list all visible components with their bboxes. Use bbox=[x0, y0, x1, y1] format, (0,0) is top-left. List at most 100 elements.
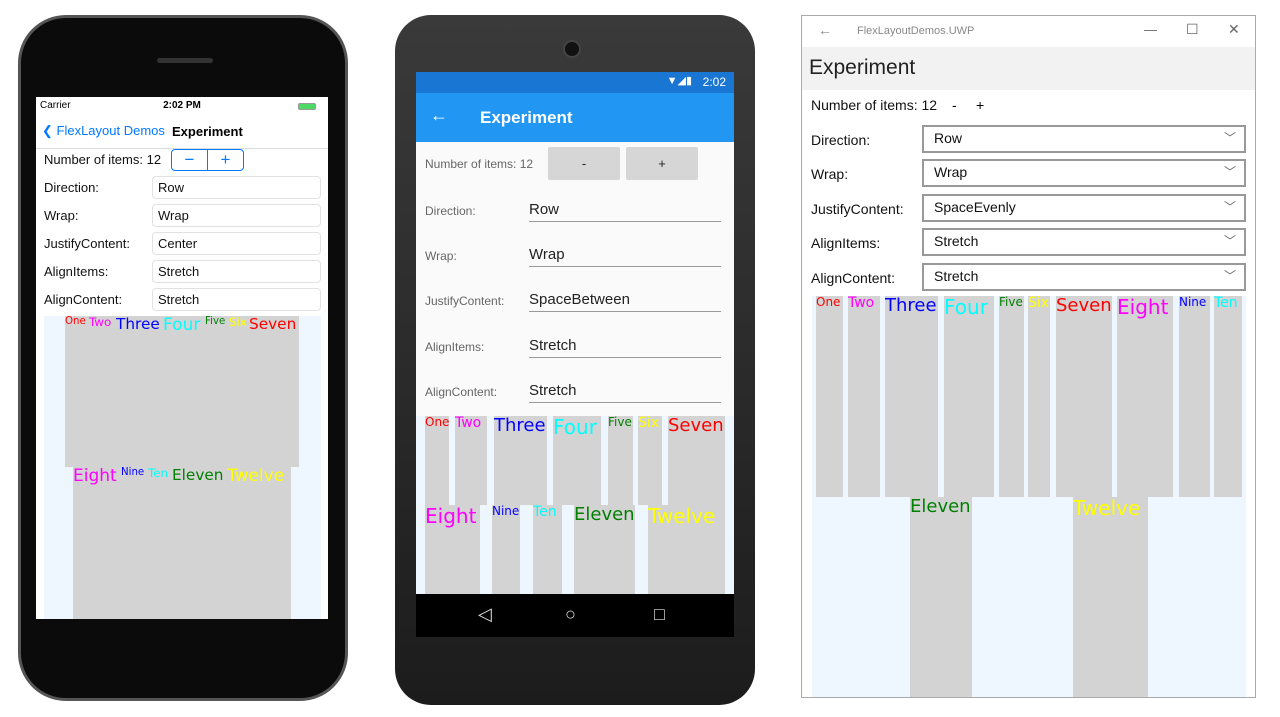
flex-item-ten: Ten bbox=[148, 467, 172, 619]
minimize-button[interactable]: — bbox=[1144, 22, 1157, 37]
close-button[interactable]: ✕ bbox=[1228, 21, 1240, 37]
page-title: Experiment bbox=[809, 56, 916, 79]
align-content-combobox[interactable]: Stretch ﹀ bbox=[922, 263, 1246, 291]
align-content-label: AlignContent: bbox=[44, 292, 123, 307]
wrap-label: Wrap: bbox=[44, 208, 79, 223]
chevron-down-icon: ﹀ bbox=[1223, 200, 1236, 214]
recents-icon[interactable]: □ bbox=[654, 604, 665, 624]
direction-picker[interactable]: Row bbox=[152, 176, 321, 199]
flex-item-eleven: Eleven bbox=[574, 505, 635, 594]
justify-picker[interactable]: SpaceBetween bbox=[529, 291, 721, 312]
count-label: Number of items: 12 bbox=[44, 152, 162, 167]
direction-picker[interactable]: Row bbox=[529, 201, 721, 222]
ios-screen: Carrier 2:02 PM ❮ FlexLayout Demos Exper… bbox=[36, 97, 328, 619]
decrement-button[interactable]: - bbox=[952, 97, 957, 113]
direction-label: Direction: bbox=[425, 204, 476, 218]
carrier: Carrier bbox=[40, 100, 71, 111]
direction-combobox[interactable]: Row ﹀ bbox=[922, 125, 1246, 153]
toolbar: ← Experiment bbox=[416, 93, 734, 142]
status-bar: 2:02 ▼◢▮ bbox=[416, 72, 734, 93]
maximize-button[interactable]: ☐ bbox=[1186, 21, 1199, 37]
speaker bbox=[157, 58, 213, 63]
flex-item-twelve: Twelve bbox=[1073, 497, 1148, 697]
flex-item-seven: Seven bbox=[668, 416, 725, 505]
flex-item-seven: Seven bbox=[249, 316, 299, 467]
home-icon[interactable]: ○ bbox=[565, 604, 576, 624]
flex-item-two: Two bbox=[89, 316, 116, 467]
align-content-picker[interactable]: Stretch bbox=[529, 382, 721, 403]
window-title: FlexLayoutDemos.UWP bbox=[857, 25, 975, 37]
chevron-left-icon: ❮ bbox=[42, 123, 57, 138]
flex-item-eleven: Eleven bbox=[172, 467, 227, 619]
flex-item-one: One bbox=[425, 416, 449, 505]
justify-picker[interactable]: Center bbox=[152, 232, 321, 255]
increment-button[interactable]: + bbox=[626, 147, 698, 180]
flex-item-four: Four bbox=[163, 316, 205, 467]
camera bbox=[563, 40, 581, 58]
wrap-label: Wrap: bbox=[811, 166, 849, 182]
wrap-picker[interactable]: Wrap bbox=[152, 204, 321, 227]
wrap-picker[interactable]: Wrap bbox=[529, 246, 721, 267]
increment-button[interactable]: + bbox=[976, 97, 985, 113]
flex-item-eleven: Eleven bbox=[910, 497, 972, 697]
count-stepper[interactable]: − + bbox=[171, 149, 244, 171]
align-items-label: AlignItems: bbox=[811, 235, 881, 251]
page-header: Experiment bbox=[802, 47, 1255, 90]
chevron-down-icon: ﹀ bbox=[1223, 131, 1236, 145]
back-button[interactable]: ❮ FlexLayout Demos bbox=[42, 123, 165, 138]
back-arrow-icon[interactable]: ← bbox=[430, 105, 448, 125]
wrap-label: Wrap: bbox=[425, 249, 457, 263]
align-content-picker[interactable]: Stretch bbox=[152, 288, 321, 311]
flex-item-twelve: Twelve bbox=[648, 505, 725, 594]
flex-item-one: One bbox=[65, 316, 89, 467]
flex-item-one: One bbox=[816, 296, 843, 497]
chevron-down-icon: ﹀ bbox=[1223, 165, 1236, 179]
flex-layout: One Two Three Four Five Six Seven Eight Nine Ten E… bbox=[812, 296, 1246, 697]
wrap-combobox[interactable]: Wrap ﹀ bbox=[922, 159, 1246, 187]
flex-item-two: Two bbox=[848, 296, 880, 497]
direction-label: Direction: bbox=[44, 180, 99, 195]
flex-layout: One Two Three Four Five Six Seven Eight Nine Ten E… bbox=[44, 316, 321, 619]
nav-bar: ◁ ○ □ bbox=[416, 594, 734, 637]
justify-label: JustifyContent: bbox=[44, 236, 130, 251]
chevron-down-icon: ﹀ bbox=[1223, 269, 1236, 283]
flex-item-seven: Seven bbox=[1056, 296, 1112, 497]
decrement-button[interactable]: - bbox=[548, 147, 620, 180]
flex-item-four: Four bbox=[944, 296, 994, 497]
status-time: 2:02 bbox=[702, 75, 726, 89]
justify-label: JustifyContent: bbox=[811, 201, 904, 217]
align-items-combobox[interactable]: Stretch ﹀ bbox=[922, 228, 1246, 256]
align-items-picker[interactable]: Stretch bbox=[529, 337, 721, 358]
status-time: 2:02 PM bbox=[163, 100, 201, 111]
align-items-picker[interactable]: Stretch bbox=[152, 260, 321, 283]
flex-item-nine: Nine bbox=[121, 467, 148, 619]
flex-item-eight: Eight bbox=[1117, 296, 1173, 497]
decrement-button[interactable]: − bbox=[172, 150, 208, 170]
android-screen: 2:02 ▼◢▮ ← Experiment Number of items: 1… bbox=[416, 72, 734, 637]
divider bbox=[36, 148, 328, 149]
align-content-label: AlignContent: bbox=[811, 270, 896, 286]
justify-label: JustifyContent: bbox=[425, 294, 505, 308]
increment-button[interactable]: + bbox=[220, 150, 231, 169]
align-items-label: AlignItems: bbox=[425, 340, 485, 354]
flex-item-six: Six bbox=[229, 316, 249, 467]
flex-item-nine: Nine bbox=[1179, 296, 1210, 497]
flex-item-five: Five bbox=[205, 316, 229, 467]
flex-item-five: Five bbox=[999, 296, 1024, 497]
flex-item-six: Six bbox=[638, 416, 662, 505]
flex-item-three: Three bbox=[885, 296, 938, 497]
uwp-window: ← FlexLayoutDemos.UWP — ☐ ✕ Experiment N… bbox=[801, 15, 1256, 698]
count-label: Number of items: 12 bbox=[811, 97, 938, 113]
chevron-down-icon: ﹀ bbox=[1223, 234, 1236, 248]
flex-item-five: Five bbox=[608, 416, 633, 505]
flex-item-nine: Nine bbox=[492, 505, 520, 594]
count-label: Number of items: 12 bbox=[425, 157, 534, 171]
back-icon[interactable]: ◁ bbox=[478, 604, 492, 624]
nav-title: Experiment bbox=[172, 124, 243, 139]
toolbar-title: Experiment bbox=[480, 108, 573, 127]
back-arrow-icon[interactable]: ← bbox=[818, 22, 832, 38]
justify-combobox[interactable]: SpaceEvenly ﹀ bbox=[922, 194, 1246, 222]
flex-item-ten: Ten bbox=[1214, 296, 1242, 497]
flex-item-eight: Eight bbox=[425, 505, 480, 594]
flex-item-six: Six bbox=[1028, 296, 1050, 497]
